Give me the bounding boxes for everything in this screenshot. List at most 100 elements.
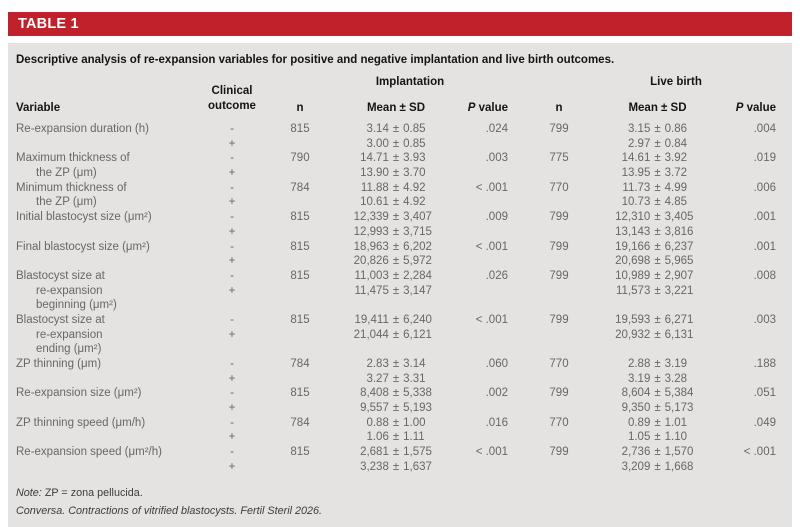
column-header-implantation-p-value: P value: [452, 102, 518, 114]
imp-n-cell: 790: [290, 152, 310, 165]
table-row: Blastocyst size at re-expansion beginning …: [14, 269, 786, 313]
lb-p-cell: .003: [753, 313, 776, 326]
table-figure: TABLE 1 Descriptive analysis of re-expan…: [8, 12, 792, 527]
imp-p-cell: < .001: [475, 446, 508, 459]
group-header-implantation: Implantation: [375, 76, 445, 88]
variable-cell: Re-expansion size (μm²): [16, 387, 142, 400]
variable-cell: Blastocyst size at re-expansion beginning …: [16, 269, 117, 312]
variable-cell: Blastocyst size at re-expansion ending (μm…: [16, 313, 105, 356]
lb-mean-cell: 19,593 ±6,271 20,932 ±6,131: [615, 313, 694, 341]
table-row: Initial blastocyst size (μm²) - + 815 12,…: [14, 210, 786, 239]
lb-n-cell: 799: [549, 446, 569, 459]
imp-mean-cell: 11,003 ±2,284 11,475 ±3,147: [354, 269, 432, 297]
note-label: Note:: [16, 486, 42, 499]
p-value-rest: value: [478, 102, 508, 114]
lb-p-cell: < .001: [743, 446, 776, 459]
imp-p-cell: < .001: [475, 181, 508, 194]
imp-n-cell: 815: [290, 387, 310, 400]
imp-mean-cell: 11.88 ±4.92 10.61 ±4.92: [360, 181, 426, 209]
table-body: Re-expansion duration (h) - + 815 3.14 ±0.…: [14, 122, 786, 475]
p-value-italic: P: [467, 102, 476, 114]
lb-mean-cell: 2.88 ±3.19 3.19 ±3.28: [627, 358, 688, 385]
lb-n-cell: 770: [549, 181, 569, 194]
variable-cell: ZP thinning (μm): [16, 358, 102, 370]
lb-n-cell: 775: [549, 152, 569, 165]
lb-mean-cell: 14.61 ±3.92 13.95 ±3.72: [621, 152, 688, 180]
lb-p-cell: .019: [753, 152, 776, 165]
table-tag: TABLE 1: [18, 16, 79, 32]
imp-n-cell: 815: [290, 211, 310, 224]
outcome-cell: - +: [228, 269, 236, 297]
column-header-implantation-n: n: [296, 102, 304, 114]
lb-p-cell: .051: [753, 387, 776, 400]
lb-p-cell: .008: [753, 269, 776, 282]
variable-cell: Initial blastocyst size (μm²): [16, 211, 152, 224]
variable-cell: Re-expansion duration (h): [16, 123, 149, 135]
lb-n-cell: 799: [549, 123, 569, 135]
lb-p-cell: .001: [753, 240, 776, 253]
p-value-italic: P: [735, 102, 744, 114]
variable-cell: Re-expansion speed (μm²/h): [16, 446, 162, 459]
outcome-cell: - +: [228, 313, 236, 341]
lb-n-cell: 799: [549, 313, 569, 326]
imp-n-cell: 784: [290, 181, 310, 194]
imp-mean-cell: 14.71 ±3.93 13.90 ±3.70: [360, 152, 426, 180]
lb-p-cell: .049: [753, 416, 776, 429]
column-header-implantation-mean-sd: Mean ± SD: [366, 102, 426, 114]
lb-p-cell: .004: [753, 123, 776, 135]
imp-n-cell: 815: [290, 123, 310, 135]
column-header-clinical-outcome: Clinical outcome: [208, 85, 256, 112]
table-title-bar: TABLE 1: [8, 12, 792, 36]
column-header-live-birth-n: n: [555, 102, 563, 114]
variable-cell: Final blastocyst size (μm²): [16, 240, 150, 253]
lb-n-cell: 799: [549, 269, 569, 282]
imp-mean-cell: 2,681 ±1,575 3,238 ±1,637: [360, 446, 432, 473]
table-caption: Descriptive analysis of re-expansion var…: [16, 54, 615, 66]
imp-p-cell: .003: [485, 152, 508, 165]
imp-n-cell: 815: [290, 269, 310, 282]
outcome-cell: - +: [228, 152, 236, 180]
outcome-cell: - +: [228, 358, 236, 385]
table-row: Maximum thickness of the ZP (μm) - + 790 1…: [14, 151, 786, 180]
table-row: Blastocyst size at re-expansion ending (μm…: [14, 313, 786, 357]
column-header-live-birth-mean-sd: Mean ± SD: [628, 102, 687, 114]
imp-p-cell: .002: [485, 387, 508, 400]
imp-n-cell: 815: [290, 240, 310, 253]
outcome-cell: - +: [228, 446, 236, 473]
p-value-rest: value: [746, 102, 776, 114]
table-row: Final blastocyst size (μm²) - + 815 18,96…: [14, 240, 786, 269]
imp-p-cell: .026: [485, 269, 508, 282]
table-notes: Note: ZP = zona pellucida. Conversa. Con…: [14, 487, 786, 517]
table-panel: Descriptive analysis of re-expansion var…: [8, 43, 792, 527]
column-header-live-birth-p-value: P value: [715, 102, 786, 114]
lb-p-cell: .006: [753, 181, 776, 194]
table-row: Re-expansion speed (μm²/h) - + 815 2,681 ±…: [14, 445, 786, 474]
imp-mean-cell: 3.14 ±0.85 3.00 ±0.85: [366, 123, 426, 150]
imp-n-cell: 815: [290, 446, 310, 459]
variable-cell: Maximum thickness of the ZP (μm): [16, 152, 130, 180]
lb-mean-cell: 10,989 ±2,907 11,573 ±3,221: [615, 269, 694, 297]
group-header-live-birth: Live birth: [650, 76, 702, 88]
lb-p-cell: .001: [753, 211, 776, 224]
imp-p-cell: .024: [485, 123, 508, 135]
lb-mean-cell: 12,310 ±3,405 13,143 ±3,816: [615, 211, 694, 238]
lb-p-cell: .188: [753, 358, 776, 370]
imp-p-cell: .009: [485, 211, 508, 224]
lb-mean-cell: 19,166 ±6,237 20,698 ±5,965: [615, 240, 694, 268]
table-row: Re-expansion duration (h) - + 815 3.14 ±0.…: [14, 122, 786, 151]
imp-mean-cell: 18,963 ±6,202 20,826 ±5,972: [353, 240, 432, 268]
table-row: ZP thinning speed (μm/h) - + 784 0.88 ±1.0…: [14, 416, 786, 445]
lb-n-cell: 770: [549, 416, 569, 429]
imp-n-cell: 784: [290, 416, 310, 429]
lb-n-cell: 799: [549, 211, 569, 224]
outcome-cell: - +: [228, 181, 236, 209]
column-header-variable: Variable: [16, 102, 61, 114]
lb-mean-cell: 3.15 ±0.86 2.97 ±0.84: [627, 123, 688, 150]
lb-n-cell: 770: [549, 358, 569, 370]
variable-cell: Minimum thickness of the ZP (μm): [16, 181, 127, 209]
outcome-cell: - +: [228, 123, 236, 150]
table-row: Minimum thickness of the ZP (μm) - + 784 1…: [14, 181, 786, 210]
imp-mean-cell: 8,408 ±5,338 9,557 ±5,193: [360, 387, 432, 415]
lb-mean-cell: 0.89 ±1.01 1.05 ±1.10: [627, 416, 688, 444]
lb-n-cell: 799: [549, 240, 569, 253]
